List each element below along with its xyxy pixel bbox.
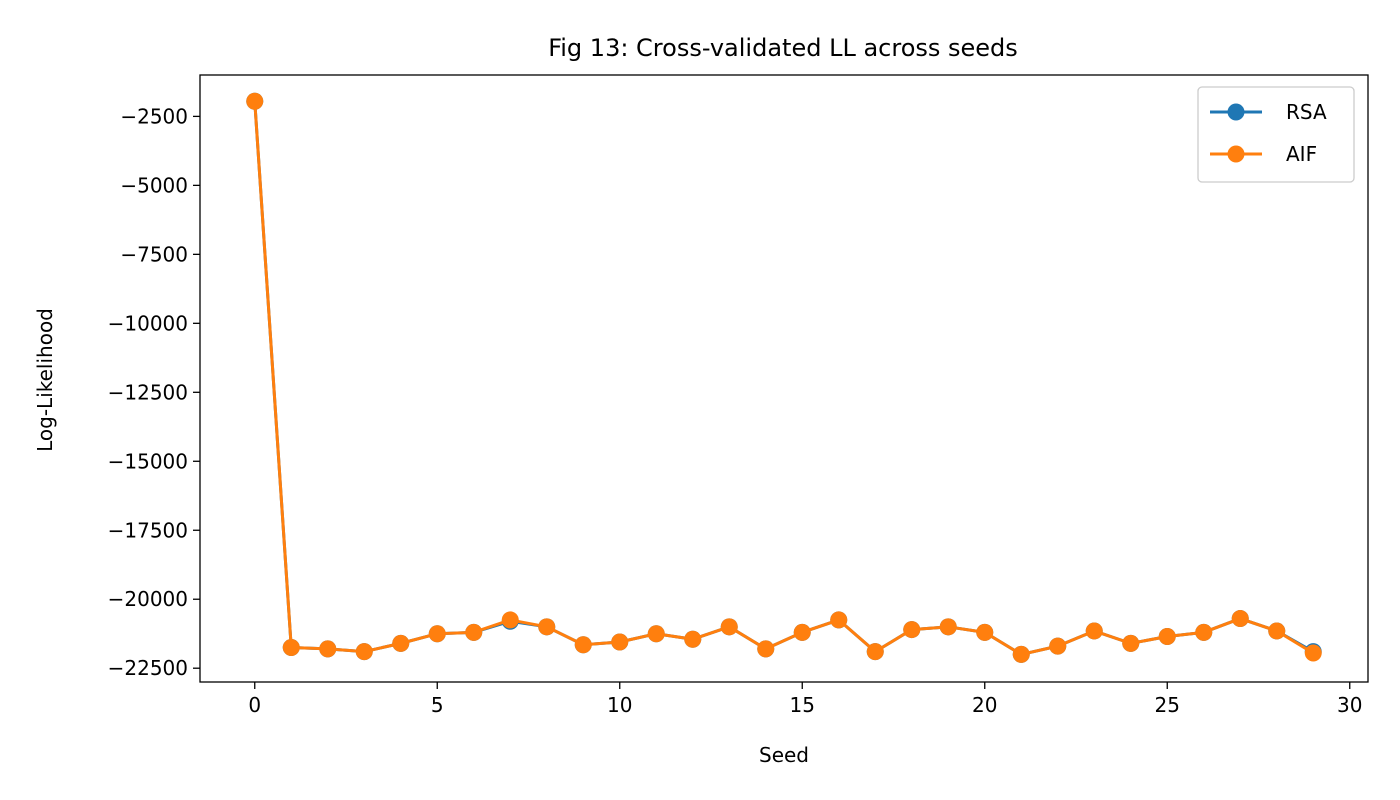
- x-axis: 0 5 10 15 20 25 30: [248, 682, 1362, 717]
- series-layer: [246, 92, 1322, 663]
- data-point-aif: [647, 625, 665, 643]
- data-point-aif: [684, 630, 702, 648]
- data-point-aif: [611, 633, 629, 651]
- data-point-aif: [574, 636, 592, 654]
- y-axis-title: Log-Likelihood: [33, 308, 57, 452]
- y-tick-label: −22500: [108, 656, 188, 680]
- data-point-aif: [428, 625, 446, 643]
- legend-entry-aif: AIF: [1210, 142, 1317, 166]
- y-axis: −2500 −5000 −7500 −10000 −12500 −15000 −17500 −…: [108, 104, 200, 680]
- data-point-aif: [282, 639, 300, 657]
- legend-swatch-marker: [1227, 145, 1245, 163]
- y-tick-label: −17500: [108, 518, 188, 542]
- legend-box: [1197, 86, 1355, 183]
- data-point-aif: [903, 621, 921, 639]
- data-point-aif: [538, 618, 556, 636]
- series-aif: [246, 92, 1322, 663]
- plot-frame: [199, 74, 1369, 683]
- legend-label: RSA: [1286, 100, 1327, 124]
- data-point-aif: [465, 623, 483, 641]
- legend-swatch-marker: [1227, 103, 1245, 121]
- data-point-aif: [1195, 623, 1213, 641]
- data-point-aif: [1085, 622, 1103, 640]
- legend: RSA AIF: [1197, 86, 1355, 183]
- data-point-aif: [246, 92, 264, 110]
- data-point-aif: [939, 618, 957, 636]
- y-tick-label: −15000: [108, 449, 188, 473]
- y-tick-label: −2500: [120, 104, 188, 128]
- x-tick-label: 25: [1155, 693, 1180, 717]
- x-tick-label: 10: [607, 693, 632, 717]
- y-tick-label: −12500: [108, 380, 188, 404]
- data-point-aif: [866, 643, 884, 661]
- y-tick-label: −7500: [120, 242, 188, 266]
- data-point-aif: [1049, 637, 1067, 655]
- legend-label: AIF: [1286, 142, 1317, 166]
- data-point-aif: [355, 643, 373, 661]
- data-point-aif: [1158, 627, 1176, 645]
- x-tick-label: 15: [790, 693, 815, 717]
- data-point-aif: [392, 634, 410, 652]
- data-point-aif: [319, 640, 337, 658]
- x-tick-label: 30: [1337, 693, 1362, 717]
- data-point-aif: [793, 623, 811, 641]
- y-tick-label: −5000: [120, 173, 188, 197]
- x-axis-title: Seed: [759, 743, 809, 767]
- data-point-aif: [1122, 634, 1140, 652]
- x-tick-label: 20: [972, 693, 997, 717]
- data-point-aif: [501, 611, 519, 629]
- y-tick-label: −20000: [108, 587, 188, 611]
- x-tick-label: 5: [431, 693, 444, 717]
- legend-entry-rsa: RSA: [1210, 100, 1327, 124]
- data-point-aif: [830, 611, 848, 629]
- data-point-aif: [976, 623, 994, 641]
- data-point-aif: [1268, 622, 1286, 640]
- data-point-aif: [720, 618, 738, 636]
- data-point-aif: [1304, 644, 1322, 662]
- x-tick-label: 0: [248, 693, 261, 717]
- plot-area: [200, 75, 1368, 682]
- data-point-aif: [1012, 645, 1030, 663]
- y-tick-label: −10000: [108, 311, 188, 335]
- chart-title: Fig 13: Cross-validated LL across seeds: [548, 34, 1018, 62]
- data-point-aif: [1231, 610, 1249, 628]
- data-point-aif: [757, 640, 775, 658]
